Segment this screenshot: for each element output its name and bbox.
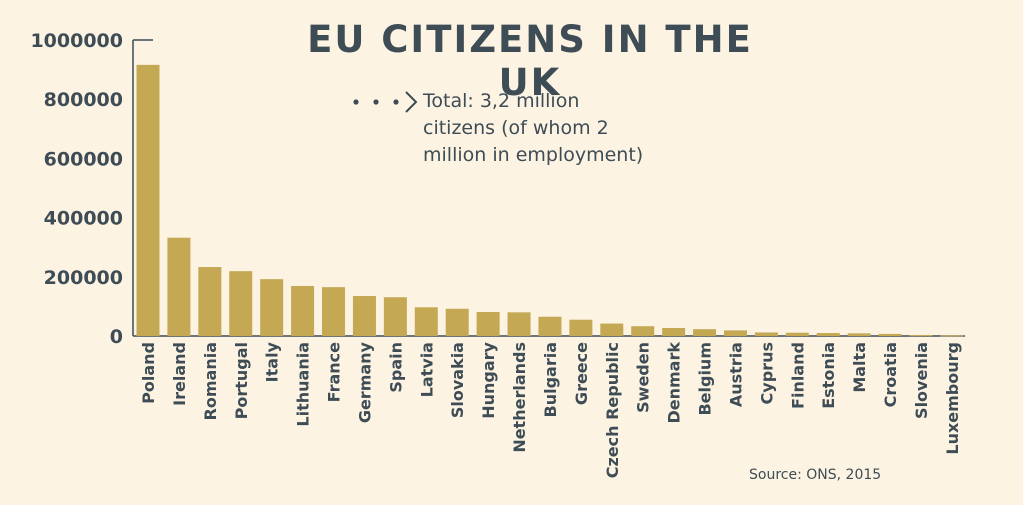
bar bbox=[291, 285, 315, 336]
x-tick-label: Portugal bbox=[232, 342, 251, 419]
x-tick-label: Greece bbox=[572, 342, 591, 405]
x-tick-label: Italy bbox=[263, 341, 282, 382]
x-tick-label: Belgium bbox=[696, 342, 715, 416]
x-tick-label: Bulgaria bbox=[541, 342, 560, 418]
x-tick-label: Slovenia bbox=[912, 342, 931, 419]
bar bbox=[816, 333, 840, 336]
bar bbox=[476, 312, 500, 336]
bar bbox=[723, 330, 747, 336]
x-tick-label: Malta bbox=[850, 342, 869, 393]
bar bbox=[136, 64, 160, 336]
bar bbox=[662, 328, 686, 336]
x-tick-label: Croatia bbox=[881, 342, 900, 407]
bar bbox=[909, 335, 933, 337]
x-tick-label: Romania bbox=[201, 342, 220, 420]
y-tick-label: 200000 bbox=[44, 267, 123, 289]
x-tick-label: Luxembourg bbox=[943, 342, 962, 455]
bar bbox=[260, 279, 284, 336]
bar bbox=[847, 333, 871, 336]
dots-arrow-icon bbox=[353, 91, 418, 113]
bar bbox=[940, 335, 964, 337]
x-tick-label: Estonia bbox=[819, 342, 838, 409]
y-tick-label: 600000 bbox=[44, 148, 123, 170]
y-tick-label: 800000 bbox=[44, 89, 123, 111]
bar bbox=[754, 332, 778, 336]
bar bbox=[445, 308, 469, 336]
chart-title: EU CITIZENS IN THE UK bbox=[307, 18, 753, 104]
bar bbox=[167, 237, 191, 336]
x-tick-label: Ireland bbox=[170, 342, 189, 406]
bar bbox=[414, 307, 438, 336]
x-tick-label: Austria bbox=[726, 342, 745, 407]
total-annotation: Total: 3,2 million citizens (of whom 2 m… bbox=[352, 88, 652, 169]
y-tick-label: 400000 bbox=[44, 208, 123, 230]
y-tick-label: 0 bbox=[110, 326, 123, 348]
bar bbox=[352, 296, 376, 336]
x-tick-label: France bbox=[325, 342, 344, 402]
x-tick-label: Cyprus bbox=[757, 342, 776, 404]
x-tick-label: Czech Republic bbox=[603, 342, 622, 478]
bar bbox=[569, 319, 593, 336]
x-tick-label: Germany bbox=[355, 341, 374, 423]
x-tick-label: Spain bbox=[386, 342, 405, 393]
y-tick-label: 1000000 bbox=[30, 30, 123, 52]
x-tick-label: Finland bbox=[788, 342, 807, 409]
x-tick-label: Hungary bbox=[479, 341, 498, 418]
bar bbox=[229, 271, 253, 336]
bar bbox=[600, 323, 624, 336]
bar bbox=[693, 329, 717, 336]
bar bbox=[785, 332, 809, 336]
bar bbox=[631, 326, 655, 336]
x-tick-label: Sweden bbox=[634, 342, 653, 413]
bar bbox=[198, 267, 222, 336]
bar bbox=[383, 297, 407, 336]
bars bbox=[136, 64, 964, 337]
x-axis-labels: Poland Ireland Romania Portugal Italy Lithuan… bbox=[139, 341, 962, 478]
bar bbox=[322, 287, 346, 336]
x-tick-label: Latvia bbox=[417, 342, 436, 397]
x-tick-label: Poland bbox=[139, 342, 158, 404]
x-tick-label: Denmark bbox=[665, 342, 684, 424]
source-note: Source: ONS, 2015 bbox=[749, 467, 882, 483]
x-tick-label: Slovakia bbox=[448, 342, 467, 418]
bar bbox=[878, 333, 902, 336]
annotation-text: Total: 3,2 million citizens (of whom 2 m… bbox=[423, 90, 644, 166]
bar bbox=[538, 316, 562, 336]
bar bbox=[507, 312, 531, 336]
x-tick-label: Lithuania bbox=[294, 342, 313, 427]
x-tick-label: Netherlands bbox=[510, 342, 529, 453]
